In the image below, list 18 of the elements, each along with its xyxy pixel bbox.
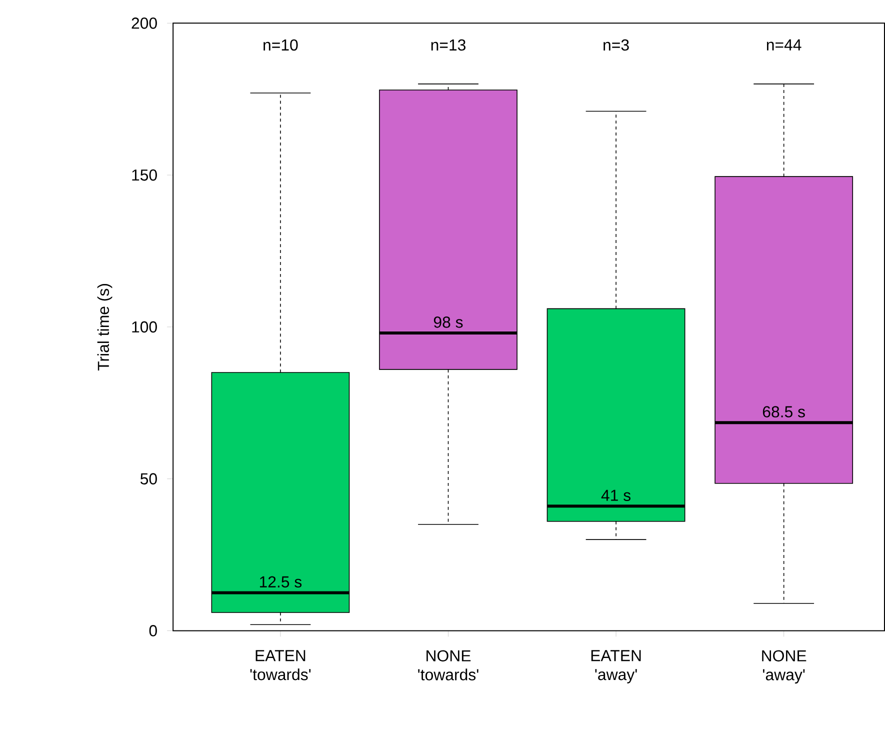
- x-tick-label: EATEN 'away': [591, 650, 641, 684]
- annotation: 41 s: [601, 490, 630, 502]
- y-tick-label: 150: [132, 170, 157, 181]
- x-tick-label: EATEN 'towards': [250, 650, 311, 680]
- y-tick-label: 50: [140, 473, 157, 485]
- annotation: 68.5 s: [762, 406, 805, 418]
- annotation: n=3: [604, 39, 629, 51]
- annotation: n=44: [766, 39, 802, 50]
- x-tick-label: NONE 'towards': [418, 650, 478, 680]
- x-tick-label: NONE 'away': [762, 650, 806, 684]
- y-axis-title: Trial time (s): [97, 284, 112, 371]
- annotation: n=10: [264, 39, 298, 51]
- annotation: 12.5 s: [260, 576, 302, 588]
- annotation: 98 s: [434, 316, 463, 328]
- y-tick-label: 100: [132, 321, 157, 333]
- annotation: n=13: [431, 39, 466, 51]
- y-tick-label: 0: [149, 625, 157, 636]
- y-tick-label: 200: [132, 18, 157, 29]
